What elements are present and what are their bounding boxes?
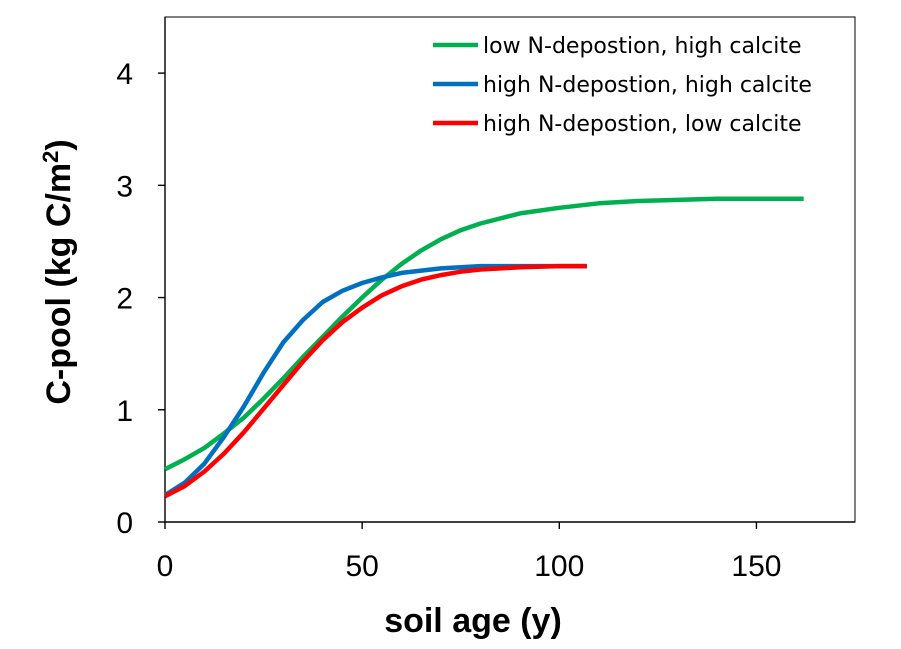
legend-label: high N-depostion, high calcite bbox=[483, 73, 812, 98]
legend-label: high N-depostion, low calcite bbox=[483, 112, 801, 137]
x-ticks: 0 50 100 150 bbox=[157, 522, 781, 583]
y-axis-title-main: C-pool (kg C/m bbox=[40, 163, 78, 405]
y-axis-title-close: ) bbox=[40, 139, 78, 150]
series-line-2 bbox=[163, 263, 587, 498]
y-ticks: 0 1 2 3 4 bbox=[116, 58, 165, 540]
x-tick-label: 0 bbox=[157, 550, 174, 583]
y-tick-label: 0 bbox=[116, 507, 133, 540]
series-line-1 bbox=[163, 196, 804, 472]
y-tick-label: 1 bbox=[116, 395, 133, 428]
legend-label: low N-depostion, high calcite bbox=[483, 34, 801, 59]
y-axis-title-superscript: 2 bbox=[38, 151, 63, 163]
series-group bbox=[163, 196, 804, 499]
y-tick-label: 4 bbox=[116, 58, 133, 91]
y-axis-title: C-pool (kg C/m2) bbox=[38, 139, 78, 404]
x-tick-label: 100 bbox=[534, 550, 584, 583]
y-tick-label: 2 bbox=[116, 283, 133, 316]
legend: low N-depostion, high calcite high N-depo… bbox=[433, 34, 812, 137]
x-tick-label: 50 bbox=[345, 550, 378, 583]
y-tick-label: 3 bbox=[116, 170, 133, 203]
series-line-3 bbox=[163, 263, 587, 499]
x-axis-title: soil age (y) bbox=[384, 602, 562, 640]
x-tick-label: 150 bbox=[731, 550, 781, 583]
